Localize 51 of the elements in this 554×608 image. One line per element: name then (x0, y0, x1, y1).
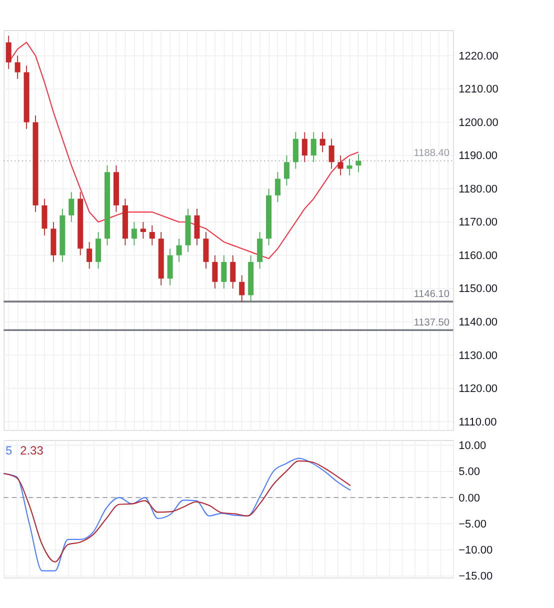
ref-line-label: 1137.50 (414, 318, 450, 329)
candlestick (167, 248, 173, 286)
y-tick-label: 1150.00 (458, 283, 498, 296)
y-tick-label: 1110.00 (458, 416, 497, 428)
y-tick-label: 1120.00 (458, 383, 498, 396)
y-tick-label: −5.00 (458, 518, 486, 530)
candlestick (328, 138, 334, 170)
candlestick (221, 254, 227, 290)
candlestick (310, 132, 316, 163)
candlestick (86, 242, 92, 270)
y-tick-label: 1190.00 (458, 150, 498, 162)
candlestick (42, 198, 48, 236)
candlestick (96, 232, 102, 270)
candlestick (239, 274, 245, 302)
y-tick-label: 1180.00 (458, 183, 498, 196)
y-tick-label: 1210.00 (458, 84, 498, 96)
candlestick (320, 132, 326, 153)
y-tick-label: −15.00 (458, 570, 493, 583)
candlestick (292, 132, 298, 170)
candlestick (284, 155, 290, 186)
y-tick-label: 5.00 (458, 466, 480, 478)
y-tick-label: 1140.00 (458, 316, 498, 328)
candlestick (149, 224, 155, 246)
ref-line-label: 1188.40 (414, 148, 450, 160)
candlestick (140, 222, 146, 240)
candlestick (14, 55, 20, 80)
y-tick-label: 0.00 (458, 492, 480, 504)
y-tick-label: −10.00 (458, 544, 493, 557)
annotation: 2.33 (20, 444, 44, 458)
y-tick-label: 1220.00 (458, 50, 498, 62)
candlestick (346, 158, 352, 176)
candlestick (356, 154, 362, 173)
candlestick (68, 192, 74, 222)
candlestick (338, 155, 344, 176)
candlestick (257, 232, 263, 270)
candlestick (194, 208, 200, 246)
y-tick-label: 1170.00 (458, 216, 498, 229)
candlestick (230, 254, 236, 290)
y-tick-label: 1200.00 (458, 116, 498, 129)
y-tick-label: 10.00 (458, 440, 486, 452)
ref-line-label: 1146.10 (414, 288, 450, 300)
candlestick (131, 222, 137, 246)
candlestick (274, 172, 280, 203)
candlestick (203, 232, 209, 270)
candlestick (176, 238, 182, 262)
candlestick (212, 254, 218, 290)
annotation: 5 (6, 444, 13, 458)
y-tick-label: 1160.00 (458, 250, 498, 262)
y-tick-label: 1130.00 (458, 350, 498, 362)
candlestick (302, 132, 308, 163)
candlestick (6, 35, 12, 70)
